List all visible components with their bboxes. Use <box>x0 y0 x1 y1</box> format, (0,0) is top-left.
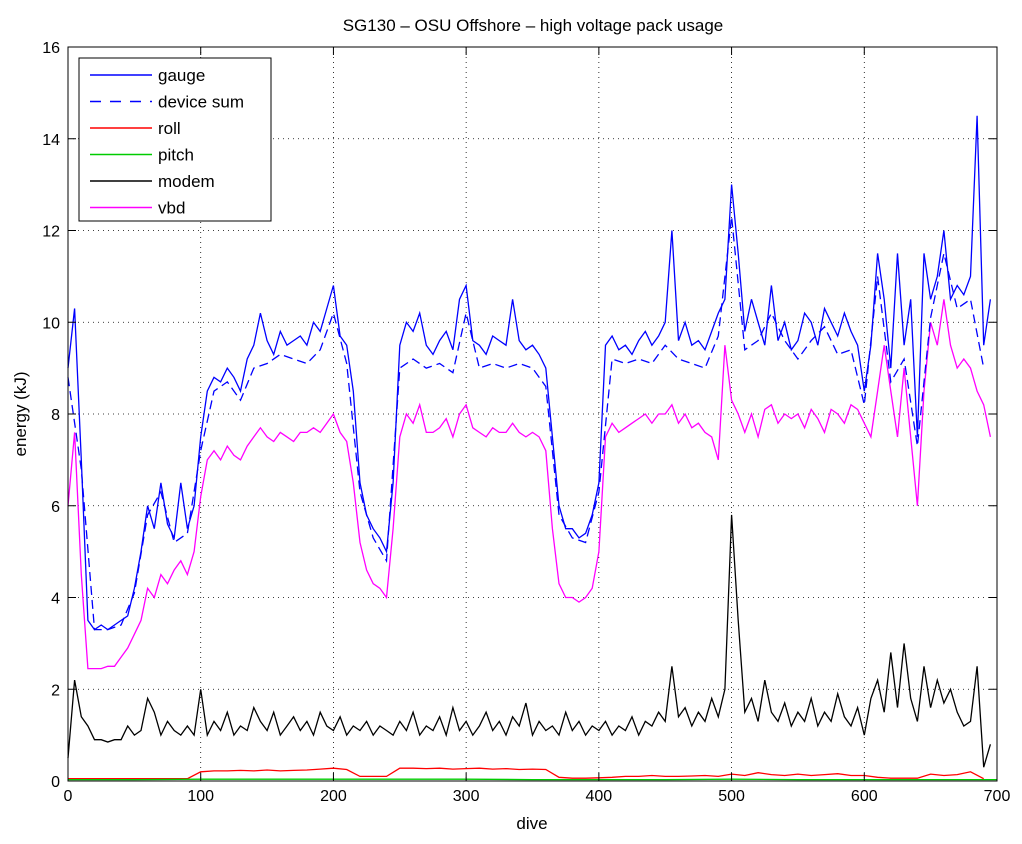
x-axis-label: dive <box>516 814 547 833</box>
x-tick-label: 500 <box>718 788 745 805</box>
series-roll-line <box>68 768 984 779</box>
y-tick-label: 4 <box>51 591 60 608</box>
x-tick-label: 0 <box>64 788 73 805</box>
y-axis-label: energy (kJ) <box>11 371 30 456</box>
legend-label: gauge <box>158 66 205 85</box>
series-modem-line <box>68 515 990 767</box>
y-tick-label: 12 <box>42 224 60 241</box>
x-tick-label: 300 <box>453 788 480 805</box>
legend-label: pitch <box>158 146 194 165</box>
y-tick-label: 14 <box>42 132 60 149</box>
x-tick-label: 600 <box>851 788 878 805</box>
y-tick-label: 8 <box>51 407 60 424</box>
legend-label: modem <box>158 172 215 191</box>
series-device-sum-line <box>68 217 984 630</box>
x-tick-label: 700 <box>984 788 1011 805</box>
y-tick-label: 2 <box>51 682 60 699</box>
x-tick-label: 400 <box>586 788 613 805</box>
y-tick-label: 0 <box>51 774 60 791</box>
x-tick-label: 200 <box>320 788 347 805</box>
y-tick-label: 6 <box>51 499 60 516</box>
legend-label: roll <box>158 119 181 138</box>
y-tick-label: 10 <box>42 315 60 332</box>
chart-title: SG130 – OSU Offshore – high voltage pack… <box>343 16 724 35</box>
legend-label: device sum <box>158 93 244 112</box>
legend: gauge device sum roll pitch modem vbd <box>79 58 271 221</box>
y-tick-label: 16 <box>42 40 60 57</box>
x-tick-label: 100 <box>187 788 214 805</box>
legend-label: vbd <box>158 199 185 218</box>
